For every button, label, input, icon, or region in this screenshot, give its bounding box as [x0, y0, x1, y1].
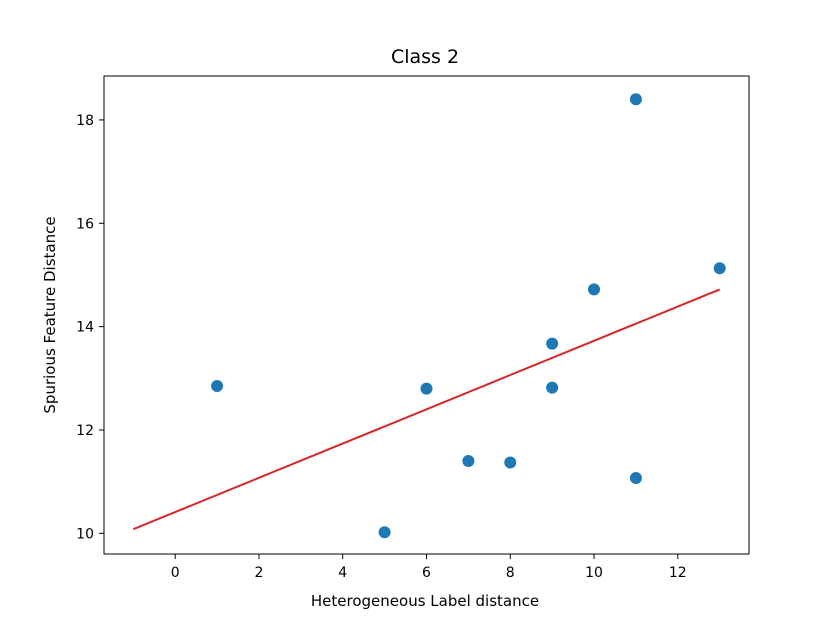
data-point	[462, 454, 475, 467]
data-point	[546, 381, 559, 394]
data-point	[504, 456, 517, 469]
x-axis-label: Heterogeneous Label distance	[311, 592, 539, 610]
y-tick-label: 18	[76, 113, 94, 129]
data-point	[588, 283, 601, 296]
y-tick-label: 12	[76, 423, 94, 439]
trend-line	[132, 288, 721, 531]
chart-title: Class 2	[391, 46, 459, 68]
plot-area	[103, 75, 750, 555]
data-point	[629, 472, 642, 485]
y-tick-label: 14	[76, 320, 94, 336]
y-axis-ticks: 10 12 14 16 18	[76, 113, 104, 542]
y-axis-label: Spurious Feature Distance	[41, 216, 59, 413]
data-point	[629, 93, 642, 106]
x-tick-label: 12	[669, 565, 687, 581]
x-tick-label: 4	[338, 565, 347, 581]
data-point	[713, 262, 726, 275]
data-point	[211, 380, 224, 393]
plot-frame	[103, 75, 750, 555]
x-tick-label: 0	[171, 565, 180, 581]
data-point	[420, 382, 433, 395]
x-tick-label: 8	[506, 565, 515, 581]
data-point	[378, 526, 391, 539]
x-tick-label: 10	[585, 565, 603, 581]
x-axis-ticks: 0 2 4 6 8 10 12	[171, 554, 687, 581]
scatter-points	[211, 93, 726, 539]
y-tick-label: 10	[76, 526, 94, 542]
y-tick-label: 16	[76, 216, 94, 232]
x-tick-label: 6	[422, 565, 431, 581]
x-tick-label: 2	[255, 565, 264, 581]
fit-line-layer	[132, 288, 721, 531]
data-point	[546, 337, 559, 350]
